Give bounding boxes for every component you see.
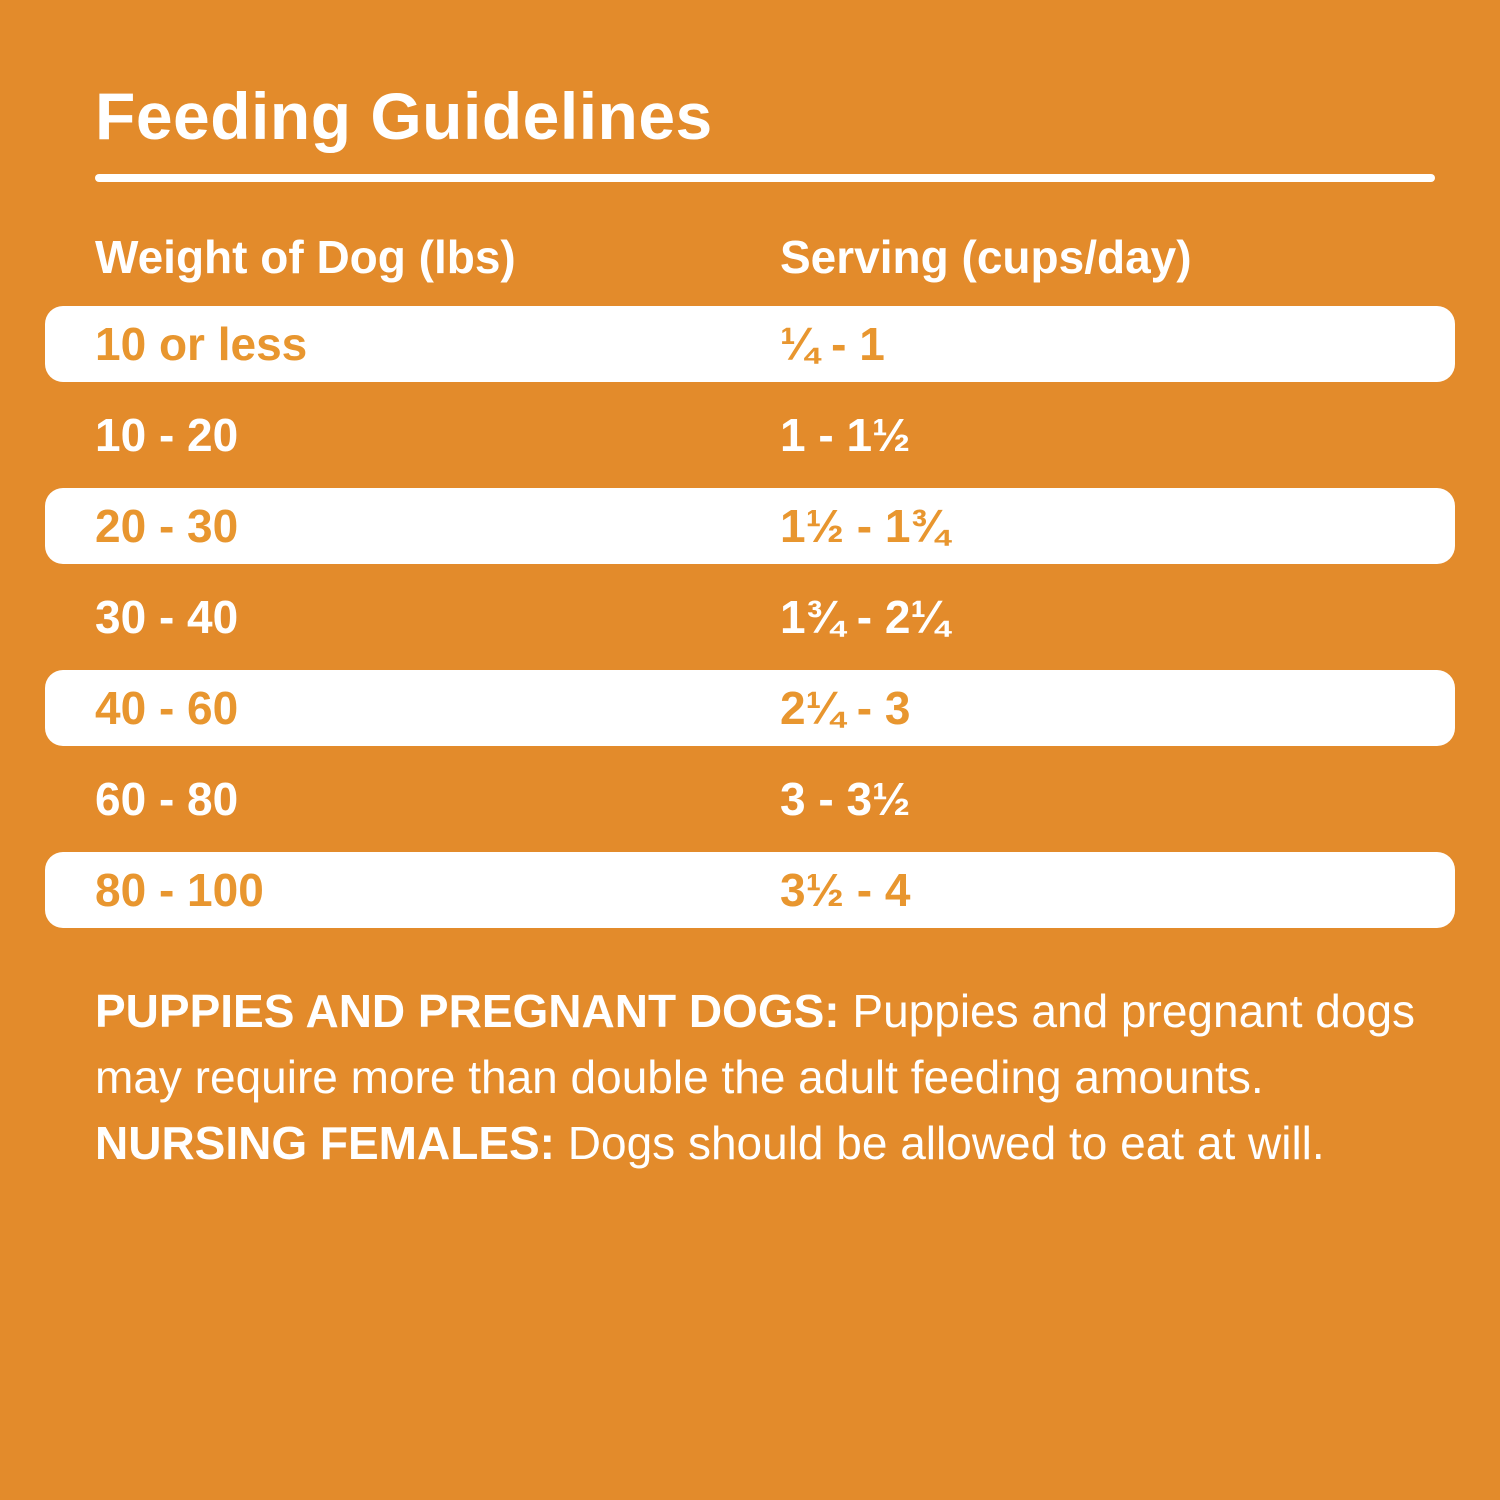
weight-cell: 80 - 100 — [95, 864, 264, 916]
weight-cell: 60 - 80 — [95, 773, 239, 825]
column-header-weight: Weight of Dog (lbs) — [95, 231, 516, 283]
serving-cell: 3½ - 4 — [780, 864, 911, 916]
page-title: Feeding Guidelines — [95, 79, 713, 153]
table-row: 80 - 100 3½ - 4 — [45, 852, 1455, 928]
nursing-text: Dogs should be allowed to eat at will. — [555, 1117, 1325, 1169]
table-row: 20 - 30 1½ - 1¾ — [45, 488, 1455, 564]
title-underline — [95, 174, 1435, 182]
puppies-label: PUPPIES AND PREGNANT DOGS: — [95, 985, 840, 1037]
serving-cell: 1 - 1½ — [780, 409, 911, 461]
nursing-label: NURSING FEMALES: — [95, 1117, 555, 1169]
serving-cell: 2¼ - 3 — [780, 682, 911, 734]
weight-cell: 30 - 40 — [95, 591, 239, 643]
table-row: 10 - 20 1 - 1½ — [45, 397, 1455, 473]
weight-cell: 10 or less — [95, 318, 308, 370]
weight-cell: 10 - 20 — [95, 409, 239, 461]
serving-cell: 1½ - 1¾ — [780, 500, 949, 552]
column-header-serving: Serving (cups/day) — [780, 231, 1192, 283]
feeding-table: 10 or less ¼ - 1 10 - 20 1 - 1½ 20 - 30 … — [0, 306, 1500, 928]
notes-paragraph: PUPPIES AND PREGNANT DOGS: Puppies and p… — [95, 978, 1435, 1176]
weight-cell: 40 - 60 — [95, 682, 239, 734]
table-row: 30 - 40 1¾ - 2¼ — [45, 579, 1455, 655]
table-row: 10 or less ¼ - 1 — [45, 306, 1455, 382]
serving-cell: ¼ - 1 — [780, 318, 885, 370]
table-header-row: Weight of Dog (lbs) Serving (cups/day) — [95, 230, 1500, 284]
weight-cell: 20 - 30 — [95, 500, 239, 552]
table-row: 60 - 80 3 - 3½ — [45, 761, 1455, 837]
serving-cell: 3 - 3½ — [780, 773, 911, 825]
puppies-text: Puppies and pregnant dogs may require mo… — [95, 985, 1416, 1103]
table-row: 40 - 60 2¼ - 3 — [45, 670, 1455, 746]
serving-cell: 1¾ - 2¼ — [780, 591, 949, 643]
